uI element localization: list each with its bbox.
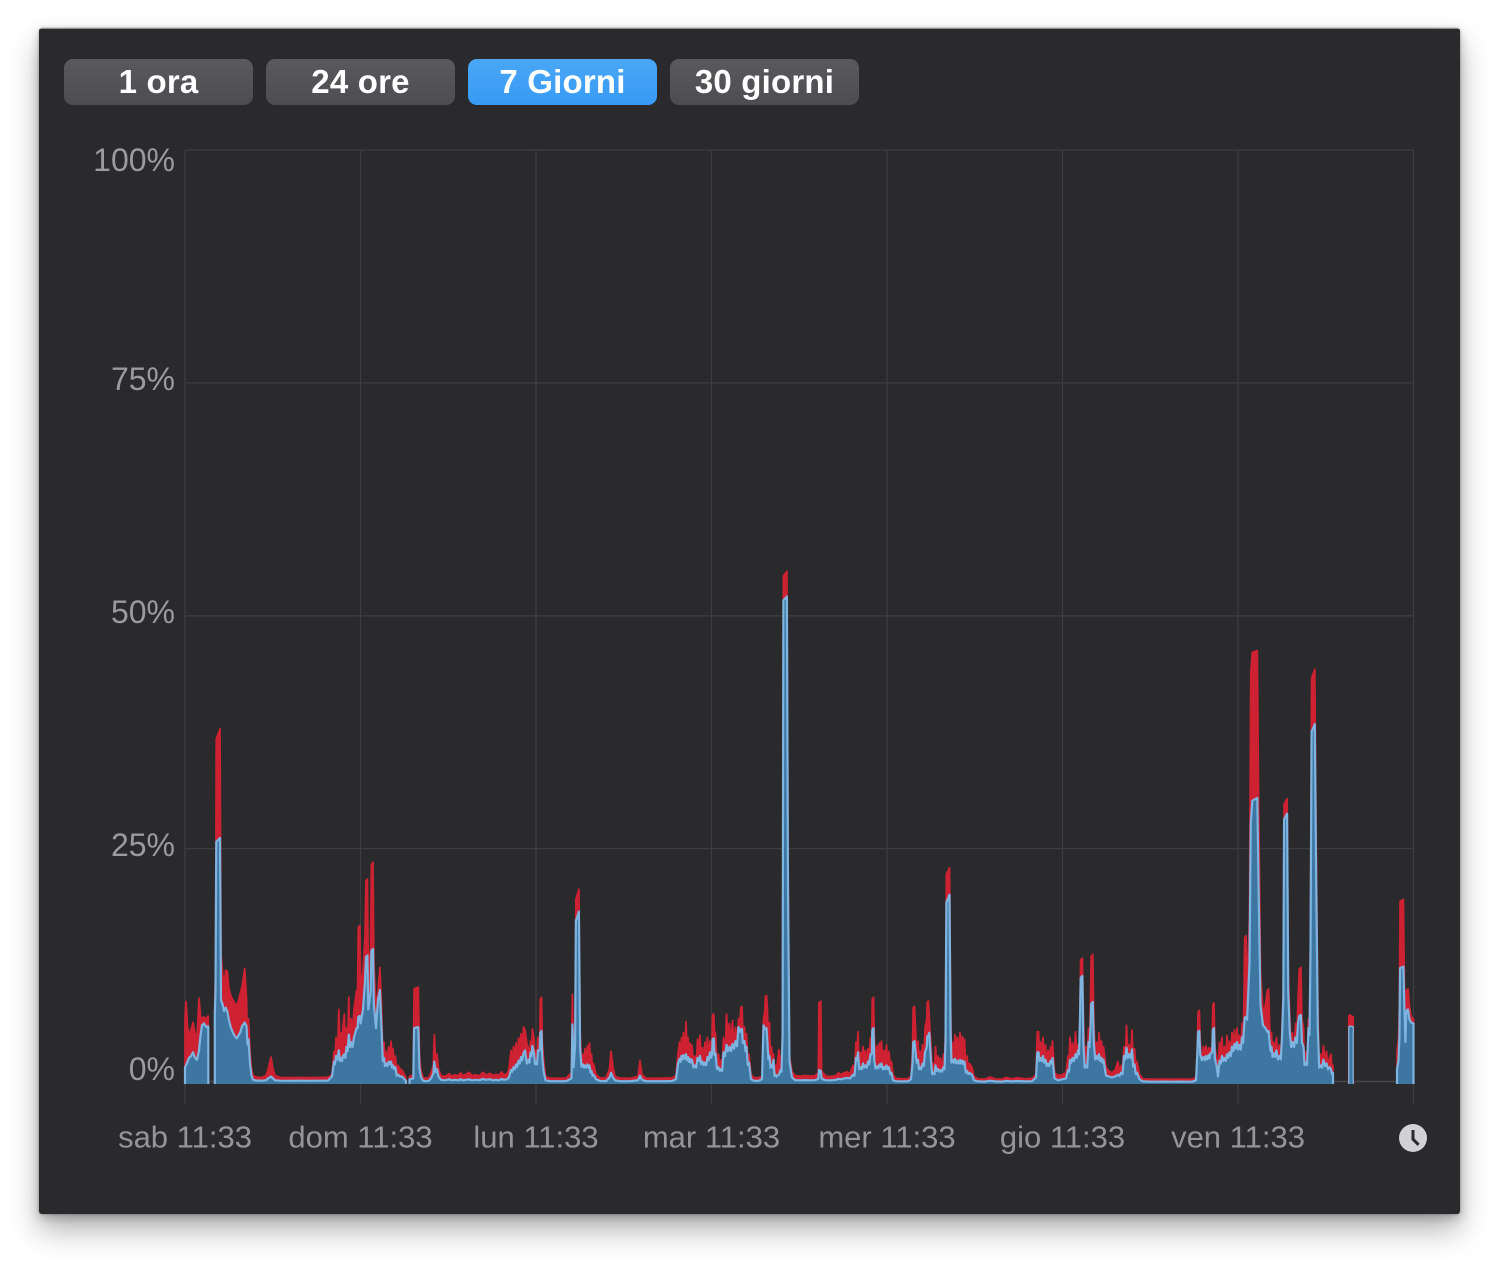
svg-text:100%: 100% [93,142,175,178]
svg-text:mar 11:33: mar 11:33 [643,1120,780,1155]
svg-text:50%: 50% [111,594,175,630]
svg-text:mer 11:33: mer 11:33 [818,1120,955,1155]
svg-text:ven 11:33: ven 11:33 [1171,1120,1305,1155]
svg-text:dom 11:33: dom 11:33 [288,1120,432,1155]
svg-text:0%: 0% [129,1051,175,1087]
svg-text:lun 11:33: lun 11:33 [473,1120,598,1155]
svg-text:sab 11:33: sab 11:33 [118,1120,252,1155]
svg-text:25%: 25% [111,827,175,863]
svg-text:gio 11:33: gio 11:33 [1000,1120,1125,1155]
svg-text:75%: 75% [111,361,175,397]
